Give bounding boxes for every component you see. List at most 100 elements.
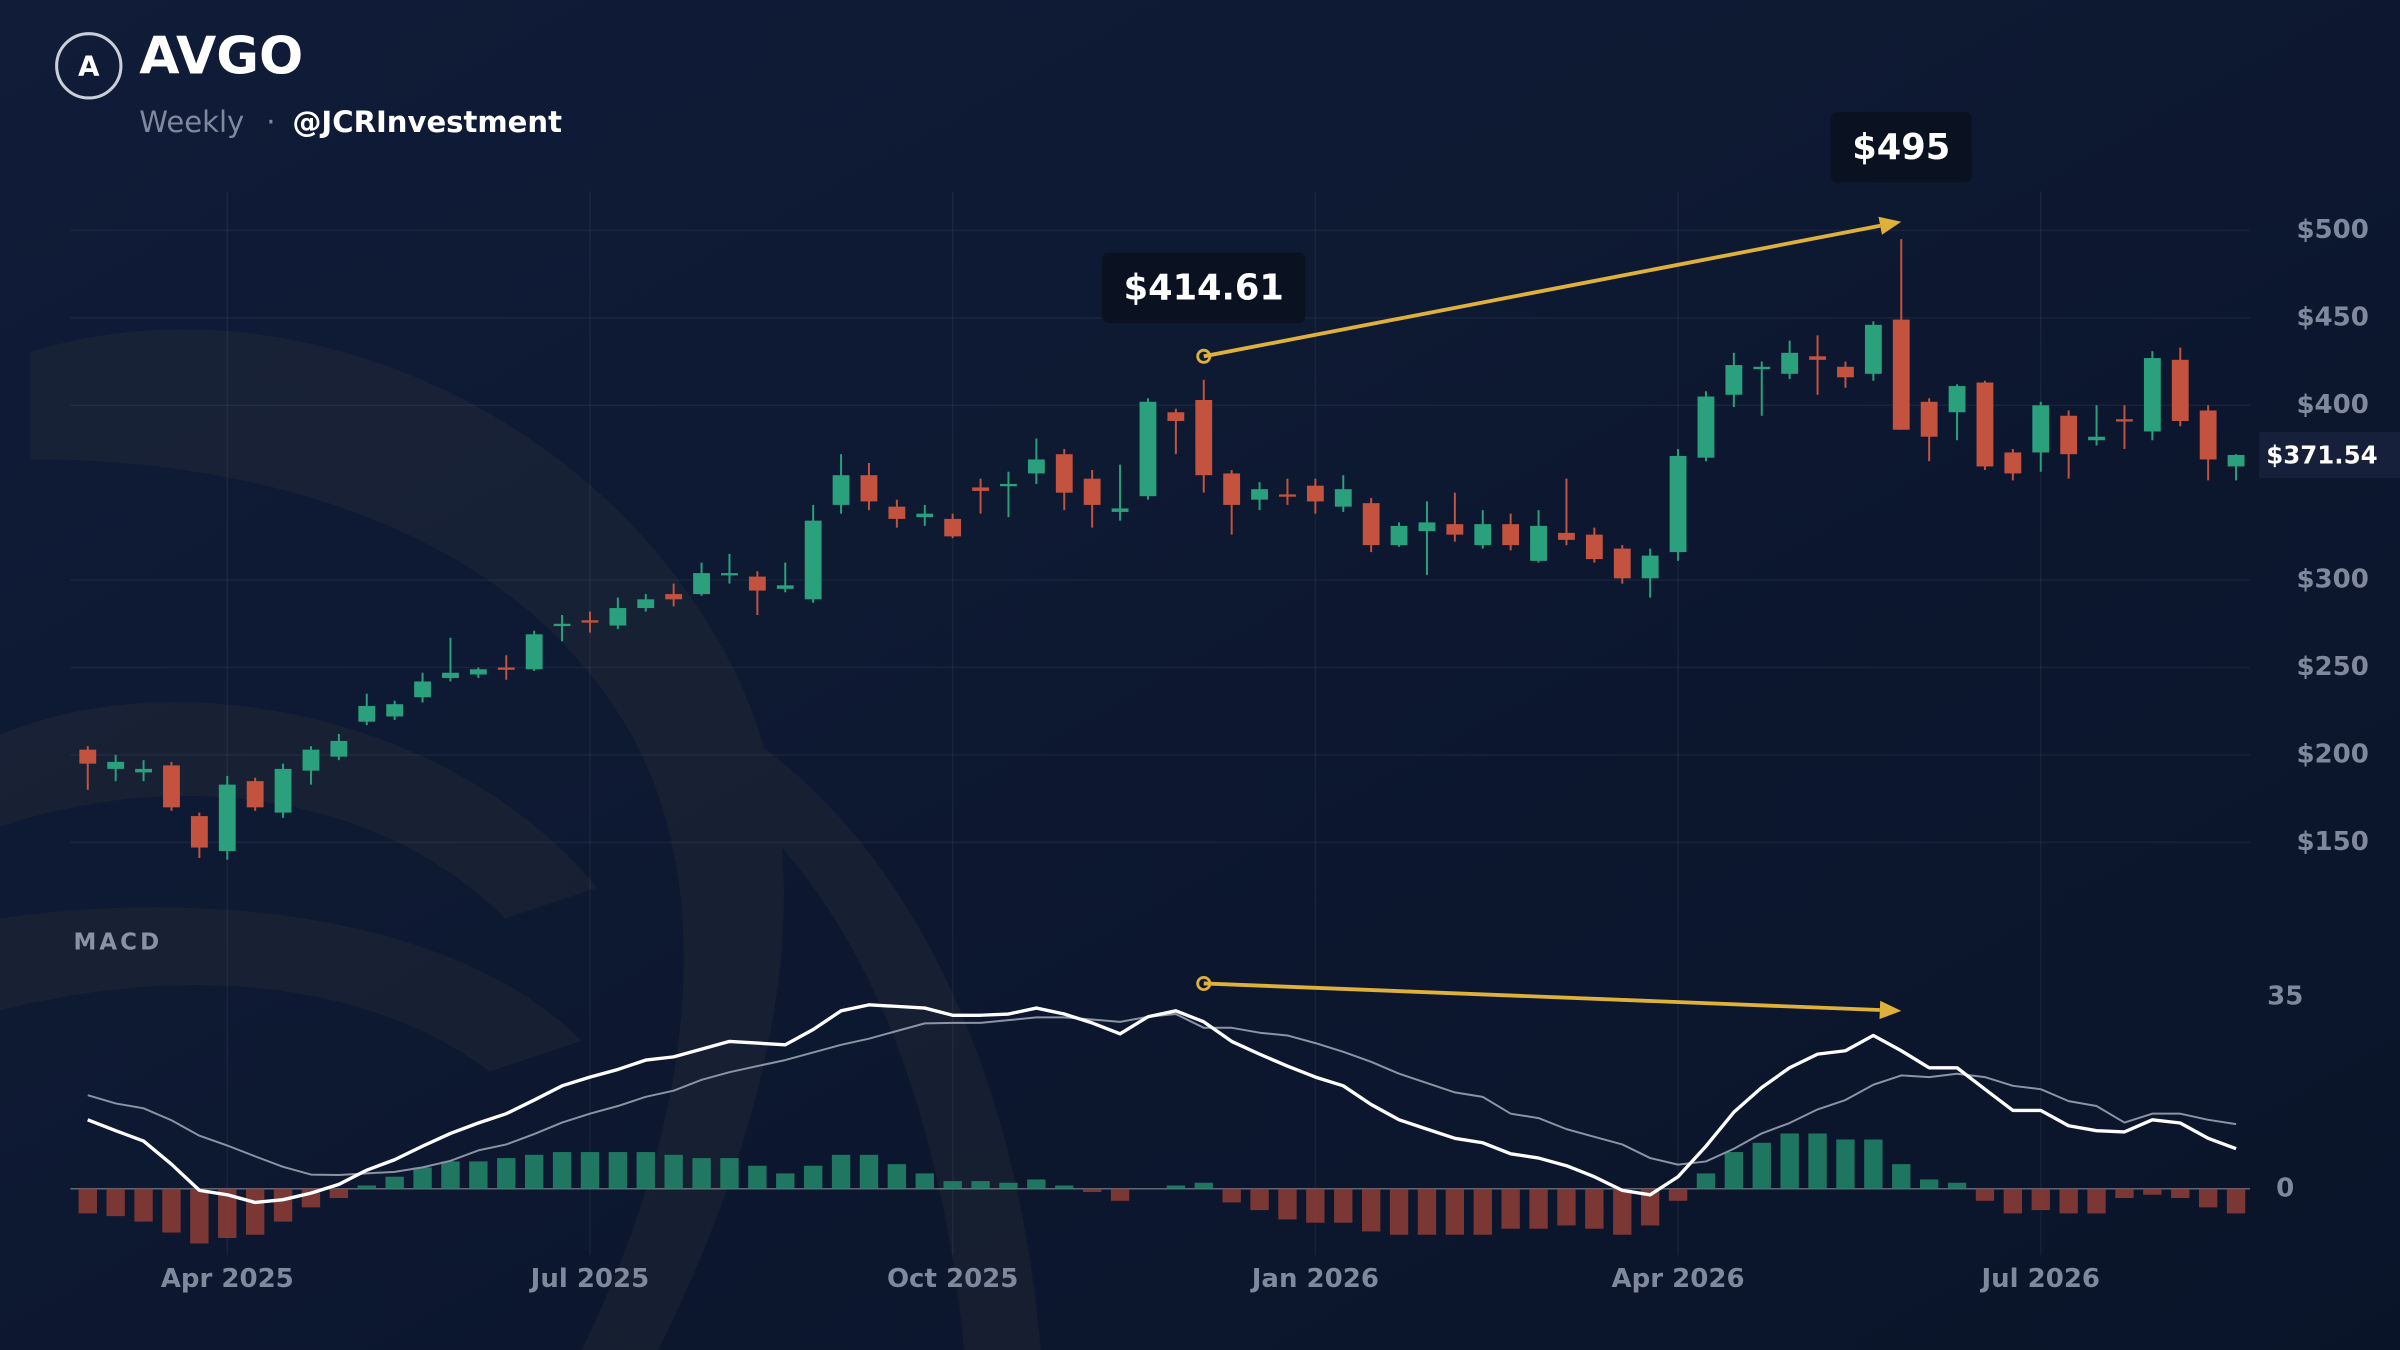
candle-body xyxy=(1976,382,1994,467)
macd-histogram-bar xyxy=(2031,1188,2050,1211)
macd-histogram-bar xyxy=(1055,1185,1074,1189)
macd-histogram-bar xyxy=(1947,1182,1967,1189)
trendline-arrowhead xyxy=(1878,216,1902,235)
candle-body xyxy=(1083,478,1101,505)
candle-body xyxy=(944,518,962,537)
macd-histogram-bar xyxy=(1417,1188,1437,1235)
candle-body xyxy=(2088,436,2105,441)
candle-body xyxy=(1948,386,1966,413)
macd-histogram-bar xyxy=(1752,1142,1771,1189)
candle-body xyxy=(190,816,208,848)
macd-histogram-bar xyxy=(1613,1188,1632,1235)
macd-histogram-bar xyxy=(664,1154,683,1189)
macd-histogram-bar xyxy=(1724,1152,1744,1189)
price-annotation-label: $495 xyxy=(1852,127,1950,168)
macd-histogram-bar xyxy=(1529,1188,1548,1229)
last-price-box xyxy=(2259,432,2400,478)
macd-histogram-bar xyxy=(859,1154,879,1189)
candle-body xyxy=(1306,485,1324,502)
candle-body xyxy=(2116,419,2133,422)
watermark xyxy=(0,329,1041,1350)
trendline-arrowhead xyxy=(1879,1000,1902,1020)
y-tick-label: 35 xyxy=(2267,982,2303,1012)
ticker: AVGO xyxy=(139,27,303,87)
candle-body xyxy=(1474,524,1492,546)
candle-body xyxy=(860,475,878,502)
candle-body xyxy=(1390,525,1408,546)
macd-histogram-bar xyxy=(1585,1188,1604,1229)
macd-histogram-bar xyxy=(971,1181,990,1189)
trendline-start xyxy=(1196,975,1212,991)
macd-histogram-bar xyxy=(1361,1188,1381,1232)
candle-body xyxy=(1195,400,1213,476)
y-tick-label: $200 xyxy=(2296,739,2368,769)
macd-histogram-bar xyxy=(162,1188,181,1233)
macd-histogram-bar xyxy=(2059,1188,2078,1214)
macd-histogram-bar xyxy=(1194,1182,1213,1189)
candle-body xyxy=(2032,405,2050,453)
macd-histogram-bar xyxy=(608,1152,628,1189)
candle-body xyxy=(107,761,125,769)
macd-histogram-bar xyxy=(1027,1179,1046,1189)
candle-body xyxy=(832,475,850,505)
macd-histogram-bar xyxy=(580,1152,600,1189)
candle-body xyxy=(1362,503,1380,546)
candle-body xyxy=(1418,522,1436,532)
candle-body xyxy=(1892,319,1910,430)
macd-histogram-bar xyxy=(1166,1185,1186,1189)
candle-body xyxy=(2004,452,2022,474)
macd-histogram-bar xyxy=(441,1161,460,1189)
y-tick-label: $500 xyxy=(2296,215,2368,245)
macd-histogram-bar xyxy=(524,1154,544,1189)
macd-histogram-bar xyxy=(1975,1188,1995,1201)
candle-body xyxy=(972,487,989,491)
y-tick-label: $250 xyxy=(2296,652,2368,682)
candle-body xyxy=(1530,525,1547,561)
y-tick-label: $450 xyxy=(2296,302,2368,332)
macd-histogram-bar xyxy=(1389,1188,1409,1235)
macd-histogram-bar xyxy=(357,1185,376,1189)
candle-body xyxy=(888,506,906,519)
x-tick-label: Apr 2025 xyxy=(161,1264,294,1294)
logo-letter: A xyxy=(78,50,100,82)
macd-histogram-bar xyxy=(1278,1188,1297,1220)
candle-body xyxy=(637,599,655,609)
macd-histogram-bar xyxy=(413,1167,432,1189)
separator: · xyxy=(266,105,275,139)
candle-body xyxy=(79,749,97,764)
macd-histogram-bar xyxy=(190,1188,209,1244)
candle-body xyxy=(1864,324,1882,374)
macd-histogram-bar xyxy=(1110,1188,1130,1201)
x-tick-label: Jul 2026 xyxy=(1979,1264,2100,1294)
candle-body xyxy=(1334,489,1352,507)
trendline xyxy=(1203,981,1880,1012)
macd-histogram-bar xyxy=(218,1188,237,1239)
candle-body xyxy=(2199,410,2217,460)
candle-body xyxy=(581,620,599,623)
x-tick-label: Jul 2025 xyxy=(529,1264,650,1294)
candle-body xyxy=(2143,358,2161,432)
macd-title: MACD xyxy=(73,929,162,955)
macd-histogram-bar xyxy=(2198,1188,2218,1208)
macd-histogram-bar xyxy=(497,1158,516,1189)
macd-histogram-bar xyxy=(887,1164,907,1189)
candle-body xyxy=(2060,415,2078,455)
candle-body xyxy=(1837,366,1854,378)
macd-histogram-bar xyxy=(78,1188,97,1214)
price-annotation-label: $414.61 xyxy=(1124,267,1284,308)
candle-body xyxy=(442,672,459,678)
author: @JCRInvestment xyxy=(292,105,562,139)
trendline xyxy=(1203,223,1881,359)
x-tick-label: Apr 2026 xyxy=(1612,1264,1745,1294)
trendline-start xyxy=(1196,348,1212,364)
candle-body xyxy=(163,765,180,808)
candle-body xyxy=(916,513,934,518)
candle-body xyxy=(1446,524,1464,535)
macd-histogram-bar xyxy=(1501,1188,1520,1229)
candle-body xyxy=(218,784,236,852)
candle-body xyxy=(358,705,376,722)
last-price-label: $371.54 xyxy=(2266,441,2377,470)
candle-body xyxy=(804,520,822,600)
macd-histogram-bar xyxy=(803,1165,823,1189)
